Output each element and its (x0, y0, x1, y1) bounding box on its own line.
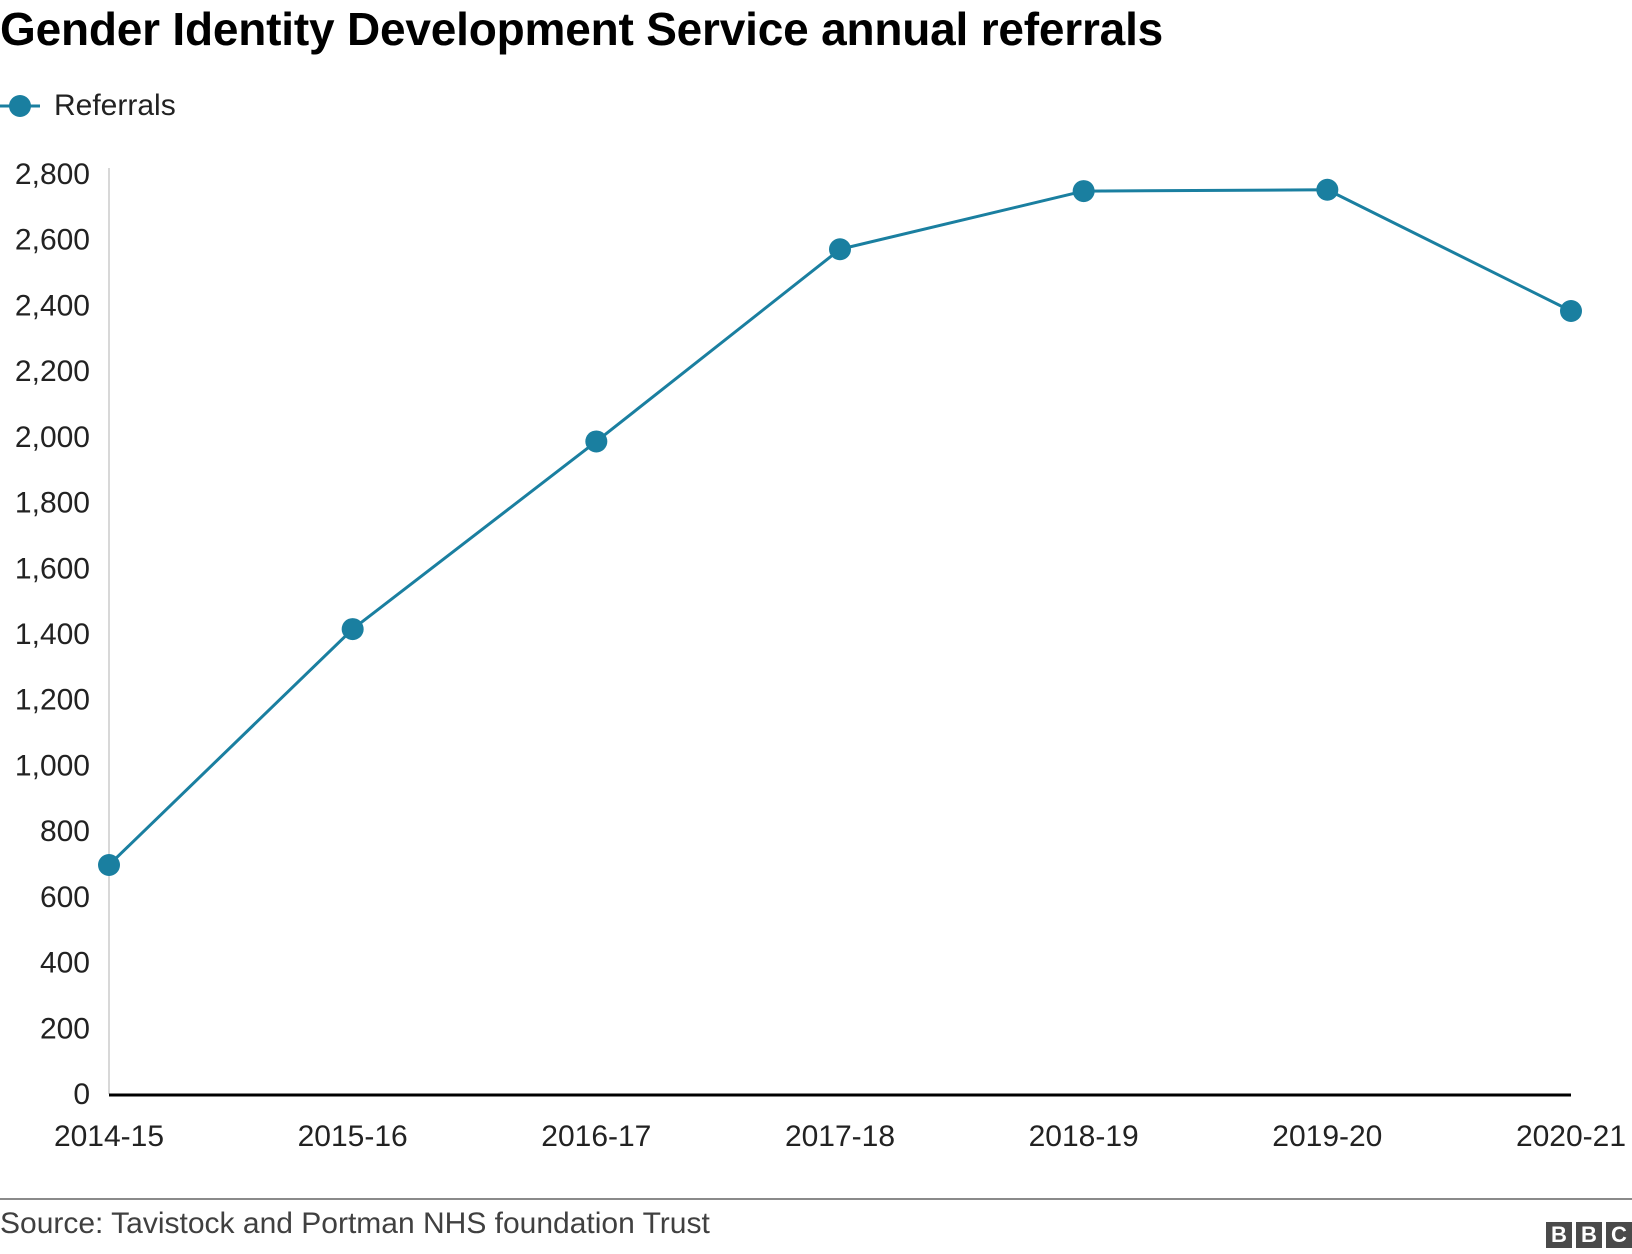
logo-letter-3: C (1606, 1222, 1632, 1248)
line-chart: 0 200 400 600 800 1,000 1,200 1,400 1,600 1,800 2,… (15, 158, 1626, 1150)
y-tick-label: 2,600 (15, 224, 90, 257)
y-tick-label: 2,000 (15, 421, 90, 454)
data-point (98, 853, 120, 876)
y-tick-label: 2,200 (15, 355, 90, 388)
data-point (1072, 180, 1095, 203)
source-note: Source: Tavistock and Portman NHS founda… (0, 1207, 710, 1240)
data-point (829, 238, 851, 261)
y-tick-label: 1,000 (15, 749, 90, 782)
logo-letter-1: B (1546, 1222, 1572, 1248)
x-tick-label: 2015-16 (298, 1120, 408, 1150)
y-tick-label: 200 (40, 1012, 90, 1045)
data-point (1316, 178, 1339, 201)
y-tick-label: 600 (40, 881, 90, 914)
y-tick-label: 0 (73, 1078, 90, 1111)
bbc-logo: B B C (1546, 1222, 1632, 1248)
y-tick-label: 2,800 (15, 158, 90, 191)
x-tick-label: 2017-18 (785, 1120, 895, 1150)
y-tick-label: 2,400 (15, 289, 90, 322)
legend: Referrals (0, 86, 176, 126)
x-tick-label: 2018-19 (1029, 1120, 1139, 1150)
data-point (1560, 300, 1582, 323)
x-tick-label: 2014-15 (54, 1120, 164, 1150)
y-tick-label: 400 (40, 947, 90, 980)
y-tick-label: 1,400 (15, 618, 90, 651)
y-tick-label: 1,800 (15, 487, 90, 520)
x-tick-label: 2016-17 (541, 1120, 651, 1150)
footer-divider (0, 1198, 1632, 1200)
y-tick-label: 800 (40, 815, 90, 848)
y-tick-label: 1,600 (15, 552, 90, 585)
data-point (341, 618, 364, 641)
data-point (585, 430, 608, 453)
legend-label: Referrals (54, 89, 176, 122)
line-marker-icon (0, 95, 40, 117)
x-tick-label: 2020-21 (1516, 1120, 1626, 1150)
x-tick-label: 2019-20 (1272, 1120, 1382, 1150)
chart-title: Gender Identity Development Service annu… (0, 3, 1164, 55)
y-tick-label: 1,200 (15, 684, 90, 717)
series-line-referrals (107, 188, 1572, 867)
logo-letter-2: B (1576, 1222, 1602, 1248)
